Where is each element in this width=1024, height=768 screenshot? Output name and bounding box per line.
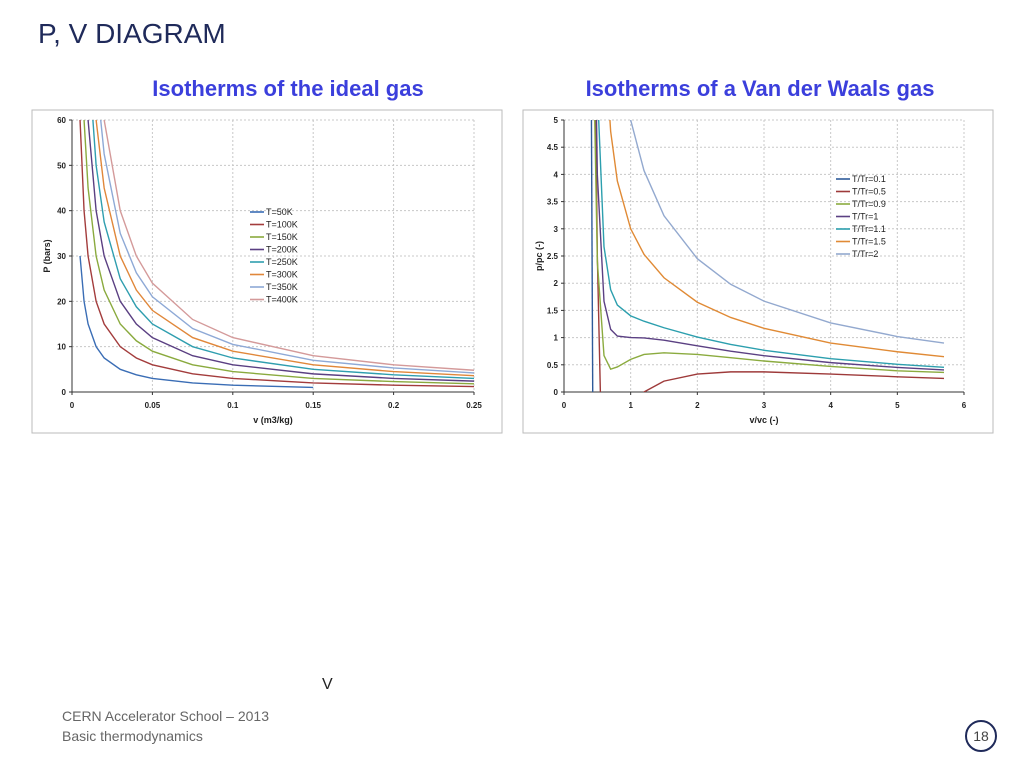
x-tick-label: 0 xyxy=(562,401,567,410)
x-tick-label: 0.2 xyxy=(388,401,400,410)
legend-label: T=400K xyxy=(266,295,298,305)
y-tick-label: 4 xyxy=(554,170,559,179)
x-tick-label: 4 xyxy=(828,401,833,410)
plot-area xyxy=(590,120,945,392)
page-badge xyxy=(965,720,997,752)
series-line xyxy=(87,120,474,382)
y-tick-label: 20 xyxy=(57,297,66,306)
chart-title: Isotherms of the ideal gas xyxy=(152,76,423,101)
plot-area xyxy=(79,120,474,389)
legend-label: T=150K xyxy=(266,232,298,242)
series-line xyxy=(79,255,314,389)
y-tick-label: 30 xyxy=(57,252,66,261)
series-line xyxy=(590,120,594,392)
page-number: 18 xyxy=(973,728,989,744)
y-axis-label: p/pc (-) xyxy=(534,241,544,271)
y-tick-label: 1 xyxy=(554,334,559,343)
y-tick-label: 50 xyxy=(57,161,66,170)
x-tick-label: 6 xyxy=(962,401,967,410)
y-tick-label: 2 xyxy=(554,279,559,288)
series-line xyxy=(595,120,945,392)
y-tick-label: 10 xyxy=(57,343,66,352)
y-tick-label: 2.5 xyxy=(547,252,559,261)
series-line xyxy=(629,120,945,344)
slide-title: P, V DIAGRAM xyxy=(38,18,226,49)
series-line xyxy=(609,120,945,358)
legend-label: T/Tr=0.5 xyxy=(852,187,886,197)
legend-label: T=300K xyxy=(266,270,298,280)
x-tick-label: 5 xyxy=(895,401,900,410)
x-tick-label: 0.25 xyxy=(466,401,482,410)
x-tick-label: 2 xyxy=(695,401,700,410)
x-tick-label: 0.05 xyxy=(145,401,161,410)
legend-label: T/Tr=1.5 xyxy=(852,237,886,247)
legend-label: T=250K xyxy=(266,257,298,267)
x-tick-label: 1 xyxy=(628,401,633,410)
legend-label: T=50K xyxy=(266,207,293,217)
y-tick-label: 3 xyxy=(554,225,559,234)
legend-label: T/Tr=1.1 xyxy=(852,224,886,234)
legend-label: T/Tr=2 xyxy=(852,249,878,259)
x-axis-label: v (m3/kg) xyxy=(253,415,293,425)
legend-label: T/Tr=1 xyxy=(852,212,878,222)
footer: Basic thermodynamics xyxy=(62,728,203,744)
series-line xyxy=(100,120,474,374)
y-tick-label: 40 xyxy=(57,207,66,216)
x-tick-label: 3 xyxy=(762,401,767,410)
legend-label: T/Tr=0.1 xyxy=(852,174,886,184)
y-tick-label: 0 xyxy=(62,388,67,397)
y-tick-label: 3.5 xyxy=(547,198,559,207)
y-tick-label: 5 xyxy=(554,116,559,125)
y-tick-label: 1.5 xyxy=(547,306,559,315)
chart-frame xyxy=(522,109,994,434)
x-axis-label: v/vc (-) xyxy=(749,415,778,425)
legend-label: T/Tr=0.9 xyxy=(852,199,886,209)
legend-label: T=200K xyxy=(266,245,298,255)
footer: CERN Accelerator School – 2013 xyxy=(62,708,269,724)
y-tick-label: 0 xyxy=(554,388,559,397)
x-tick-label: 0.15 xyxy=(305,401,321,410)
series-line xyxy=(92,120,474,380)
series-line xyxy=(595,120,945,371)
chart-title: Isotherms of a Van der Waals gas xyxy=(586,76,935,101)
series-line xyxy=(83,120,474,385)
y-tick-label: 60 xyxy=(57,116,66,125)
stray-label: V xyxy=(322,676,333,693)
legend-label: T=350K xyxy=(266,282,298,292)
x-tick-label: 0.1 xyxy=(227,401,239,410)
y-tick-label: 0.5 xyxy=(547,361,559,370)
series-line xyxy=(103,120,474,371)
x-tick-label: 0 xyxy=(70,401,75,410)
y-axis-label: P (bars) xyxy=(42,239,52,272)
series-line xyxy=(95,120,474,377)
legend-label: T=100K xyxy=(266,220,298,230)
series-line xyxy=(79,120,474,388)
series-line xyxy=(594,120,945,374)
series-line xyxy=(597,120,945,369)
y-tick-label: 4.5 xyxy=(547,143,559,152)
